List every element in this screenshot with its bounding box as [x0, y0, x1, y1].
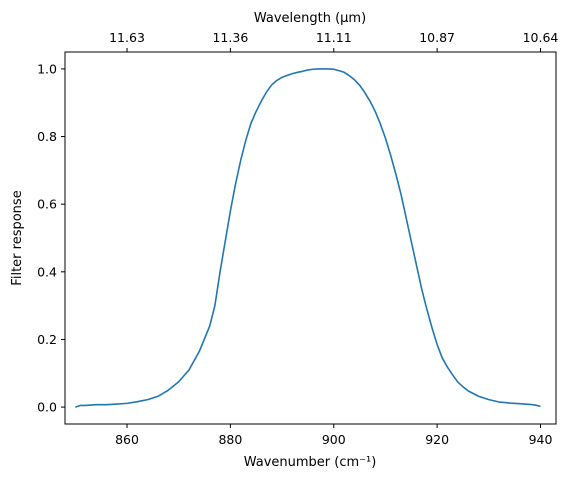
plot-area: [64, 51, 557, 425]
filter-response-line: [75, 68, 541, 408]
y-tick-label: 1.0: [37, 61, 57, 76]
top-tick-label: 11.11: [316, 30, 352, 45]
top-tick-label: 11.63: [109, 30, 145, 45]
top-tick-label: 11.36: [212, 30, 248, 45]
y-tick-label: 0.0: [37, 400, 57, 415]
top-axis-title: Wavelength (μm): [254, 11, 366, 26]
x-tick-label: 920: [425, 432, 449, 447]
y-tick-label: 0.4: [37, 264, 57, 279]
x-tick-label: 940: [529, 432, 553, 447]
x-tick-label: 900: [322, 432, 346, 447]
y-tick-label: 0.2: [37, 332, 57, 347]
y-axis-title: Filter response: [10, 190, 25, 285]
top-tick-label: 10.64: [523, 30, 559, 45]
y-tick-label: 0.8: [37, 129, 57, 144]
x-axis-title: Wavenumber (cm⁻¹): [244, 455, 377, 470]
top-tick-label: 10.87: [419, 30, 455, 45]
y-tick-label: 0.6: [37, 197, 57, 212]
x-tick-label: 880: [218, 432, 242, 447]
x-tick-label: 860: [115, 432, 139, 447]
